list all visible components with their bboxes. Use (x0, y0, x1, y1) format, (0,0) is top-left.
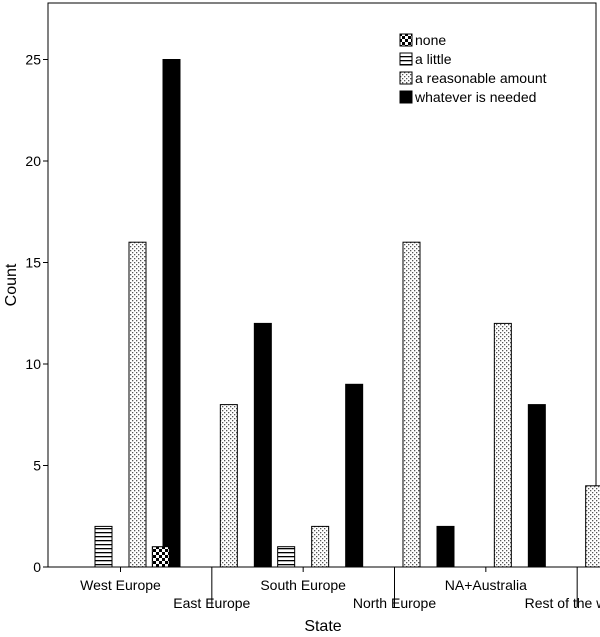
bar (151, 546, 170, 568)
legend-swatch (399, 33, 413, 47)
bar (527, 404, 546, 568)
bars (94, 59, 600, 568)
x-tick-label: Rest of the world (525, 595, 600, 611)
legend-swatch (399, 90, 413, 104)
legend-label: a little (415, 51, 452, 67)
bar (436, 525, 455, 568)
y-tick-label: 15 (25, 255, 41, 271)
y-tick-label: 25 (25, 52, 41, 68)
y-tick-label: 10 (25, 356, 41, 372)
x-tick-label: North Europe (353, 595, 436, 611)
y-tick-label: 0 (33, 559, 41, 575)
x-tick-label: West Europe (80, 577, 161, 593)
y-axis-title: Count (3, 263, 20, 306)
legend-swatch (399, 52, 413, 66)
bar (402, 241, 421, 568)
legend: none a little a reasonable amount whatever … (399, 32, 547, 105)
legend-label: whatever is needed (414, 89, 536, 105)
y-tick-label: 20 (25, 153, 41, 169)
y-axis: 0 5 10 15 20 25 (25, 52, 48, 575)
legend-swatch (399, 71, 413, 85)
x-axis: West Europe East Europe South Europe North … (80, 567, 600, 611)
y-tick-label: 5 (33, 458, 41, 474)
bar (585, 485, 600, 568)
bar (128, 241, 147, 568)
bar (493, 322, 512, 568)
bar (94, 525, 113, 568)
bar (219, 404, 238, 568)
bar (345, 383, 364, 568)
legend-label: none (415, 32, 446, 48)
x-tick-label: South Europe (260, 577, 346, 593)
bar (277, 546, 296, 568)
bar (162, 59, 181, 568)
bar (311, 525, 330, 568)
legend-label: a reasonable amount (415, 70, 547, 86)
x-tick-label: NA+Australia (445, 577, 527, 593)
bar (253, 322, 272, 568)
x-tick-label: East Europe (173, 595, 250, 611)
x-axis-title: State (304, 618, 341, 635)
